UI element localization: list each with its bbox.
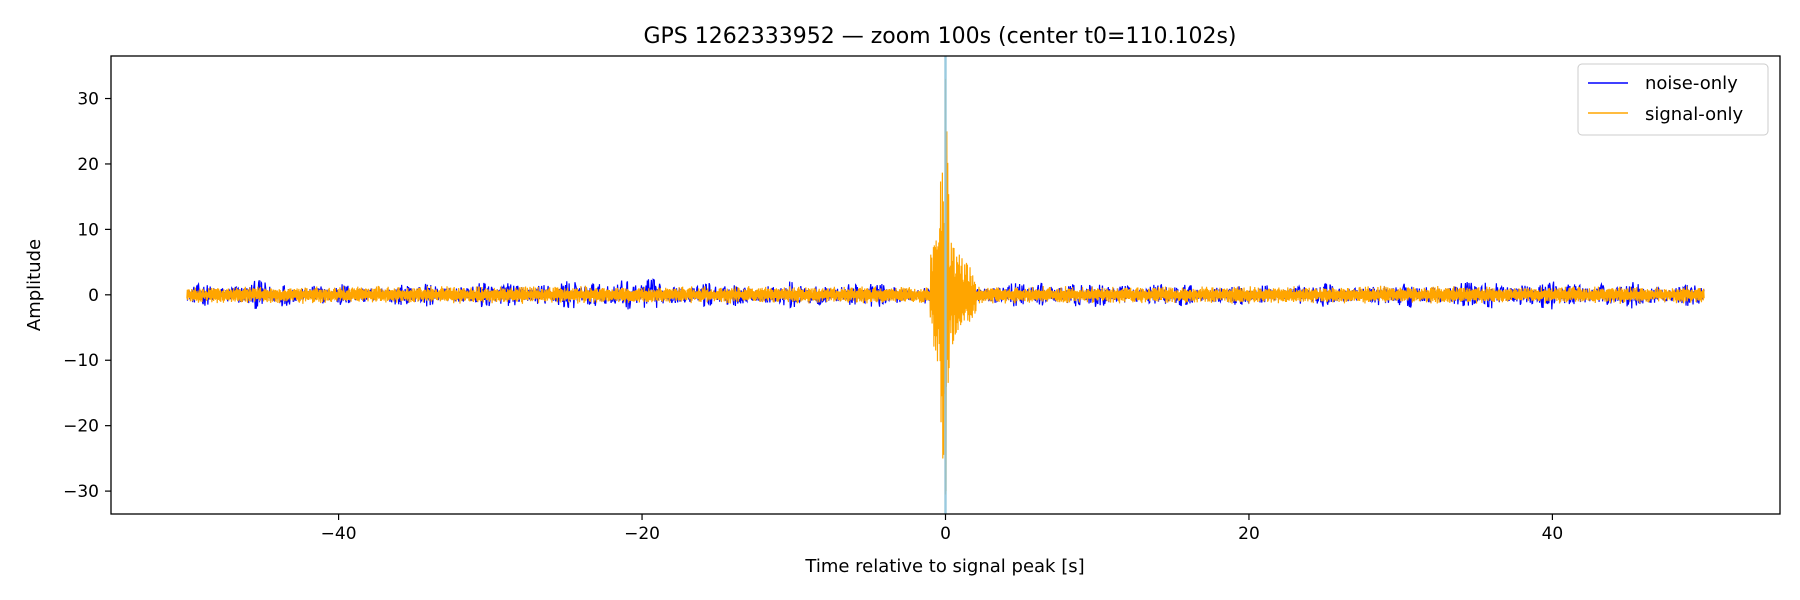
x-tick-label: −20 <box>624 524 660 544</box>
x-tick-label: −40 <box>321 524 357 544</box>
chart-title: GPS 1262333952 — zoom 100s (center t0=11… <box>643 24 1236 49</box>
y-tick-label: 10 <box>77 220 99 240</box>
y-tick-label: −20 <box>63 417 99 437</box>
y-tick-label: 20 <box>77 155 99 175</box>
y-axis: −30 −20 −10 0 10 20 30 <box>63 90 111 502</box>
x-tick-label: 0 <box>940 524 951 544</box>
y-axis-label: Amplitude <box>24 239 45 331</box>
legend-box <box>1577 63 1769 136</box>
x-tick-label: 40 <box>1542 524 1564 544</box>
y-tick-label: −10 <box>63 351 99 371</box>
plot-data-layer <box>186 56 1705 514</box>
y-tick-label: 0 <box>88 286 99 306</box>
legend-label-noise-only: noise-only <box>1645 73 1738 94</box>
y-tick-label: 30 <box>77 90 99 110</box>
y-tick-label: −30 <box>63 482 99 502</box>
x-axis-label: Time relative to signal peak [s] <box>804 556 1084 577</box>
x-axis: −40 −20 0 20 40 <box>321 514 1564 544</box>
legend: noise-only signal-only <box>1577 63 1769 136</box>
x-tick-label: 20 <box>1238 524 1260 544</box>
legend-label-signal-only: signal-only <box>1645 104 1743 125</box>
